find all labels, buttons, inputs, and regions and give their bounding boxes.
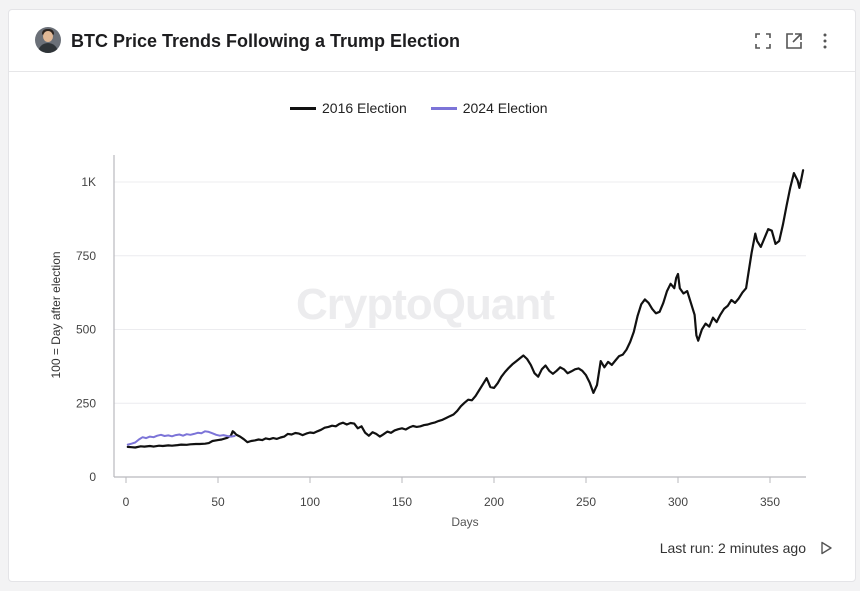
x-tick-label: 150 (392, 495, 412, 509)
legend-item-2016[interactable]: 2016 Election (290, 100, 407, 116)
x-tick-label: 0 (123, 495, 130, 509)
author-avatar[interactable] (35, 27, 61, 53)
x-tick-label: 250 (576, 495, 596, 509)
legend-label-2024: 2024 Election (462, 100, 548, 116)
legend-label-2016: 2016 Election (322, 100, 407, 116)
y-tick-label: 0 (89, 470, 96, 484)
chart-legend: 2016 Election 2024 Election (290, 100, 568, 118)
x-tick-label: 350 (760, 495, 780, 509)
legend-item-2024[interactable]: 2024 Election (430, 100, 548, 116)
y-tick-label: 500 (76, 323, 96, 337)
watermark-logo: CryptoQuant (296, 280, 555, 329)
expand-icon[interactable] (753, 31, 773, 51)
series-line-2024[interactable] (126, 430, 236, 446)
y-tick-label: 250 (76, 396, 96, 410)
more-vertical-icon[interactable] (815, 31, 835, 51)
card-header: BTC Price Trends Following a Trump Elect… (9, 10, 855, 72)
x-tick-label: 300 (668, 495, 688, 509)
series-line-2016[interactable] (126, 169, 805, 449)
x-tick-label: 50 (211, 495, 225, 509)
x-tick-label: 200 (484, 495, 504, 509)
y-tick-label: 750 (76, 249, 96, 263)
legend-swatch-2016 (290, 107, 316, 110)
legend-swatch-2024 (430, 107, 457, 110)
open-external-icon[interactable] (784, 31, 804, 51)
x-tick-label: 100 (300, 495, 320, 509)
last-run-status: Last run: 2 minutes ago (659, 540, 806, 556)
y-tick-label: 1K (81, 175, 96, 189)
page-title: BTC Price Trends Following a Trump Elect… (71, 31, 461, 51)
play-icon[interactable] (818, 540, 834, 556)
x-axis-label: Days (451, 515, 478, 529)
y-axis-label: 100 = Day after election (49, 251, 63, 378)
chart-card: BTC Price Trends Following a Trump Elect… (8, 9, 856, 582)
